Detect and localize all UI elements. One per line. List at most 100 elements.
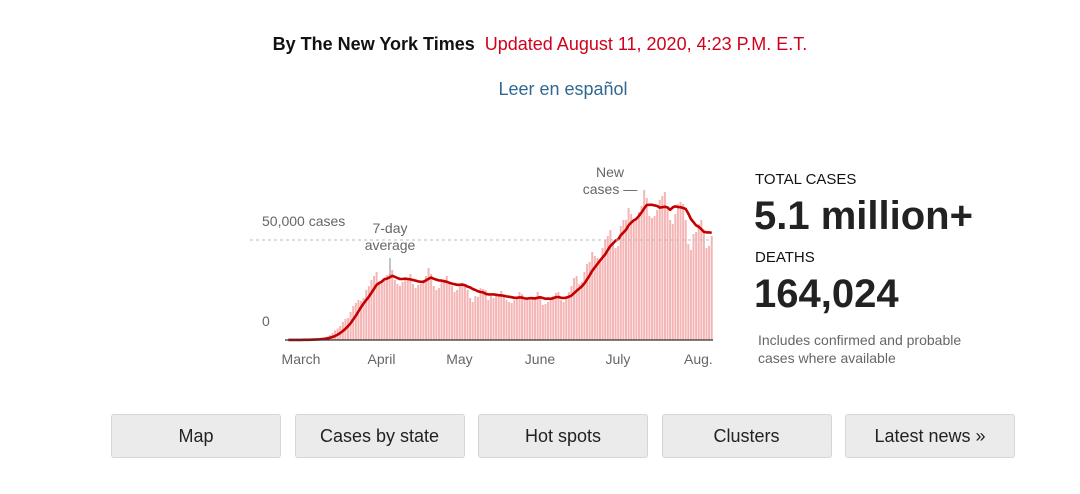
bar — [708, 246, 711, 340]
bar — [658, 200, 661, 340]
bar — [373, 276, 376, 340]
bar — [484, 290, 487, 340]
bar — [676, 204, 679, 340]
bar — [562, 302, 565, 340]
bar — [489, 296, 492, 340]
bar — [710, 236, 713, 340]
average-line — [288, 203, 712, 342]
bar — [705, 248, 708, 340]
nav-button[interactable]: Map — [111, 414, 281, 458]
bar — [599, 260, 602, 340]
x-tick-label: March — [282, 351, 321, 367]
bar — [396, 284, 399, 340]
bar — [604, 240, 607, 340]
bar — [357, 300, 360, 340]
bar — [544, 304, 547, 340]
bar — [689, 250, 692, 340]
bar — [448, 282, 451, 340]
bar — [393, 280, 396, 340]
bar — [650, 218, 653, 340]
bar — [624, 220, 627, 340]
bar — [469, 298, 472, 340]
average-annotation: 7-day average — [364, 220, 416, 253]
bar — [435, 290, 438, 340]
bar — [458, 286, 461, 340]
bar — [515, 297, 518, 340]
bar — [354, 303, 357, 340]
bar — [443, 280, 446, 340]
bar — [653, 216, 656, 340]
bar — [671, 224, 674, 340]
bar — [643, 190, 646, 340]
bar — [557, 292, 560, 340]
bar — [479, 288, 482, 340]
bar — [614, 248, 617, 340]
bar — [601, 248, 604, 340]
bar — [682, 204, 685, 340]
bar — [492, 298, 495, 340]
nav-button[interactable]: Hot spots — [478, 414, 648, 458]
x-tick-label: July — [605, 351, 630, 367]
bar — [352, 306, 355, 340]
bar — [349, 312, 352, 340]
bar — [430, 274, 433, 340]
bar — [360, 301, 363, 340]
bar — [627, 208, 630, 340]
x-tick-label: June — [525, 351, 556, 367]
bar — [702, 232, 705, 340]
bar — [565, 297, 568, 340]
bar — [502, 296, 505, 340]
bar — [697, 224, 700, 340]
nav-button[interactable]: Clusters — [661, 414, 832, 458]
bar — [580, 282, 583, 340]
bar — [453, 292, 456, 340]
bar — [617, 246, 620, 340]
bar — [606, 236, 609, 340]
y-tick-label: 0 — [262, 313, 270, 329]
bar — [526, 298, 529, 340]
bar — [640, 206, 643, 340]
bar — [531, 297, 534, 340]
bar — [518, 292, 521, 340]
bar — [560, 300, 563, 340]
bar — [437, 288, 440, 340]
bar — [388, 274, 391, 340]
bar — [591, 252, 594, 340]
language-link[interactable]: Leer en español — [498, 79, 628, 99]
bar — [573, 278, 576, 340]
bar — [406, 278, 409, 340]
bar — [471, 302, 474, 340]
bar — [476, 297, 479, 340]
bar — [419, 284, 422, 340]
bar — [593, 256, 596, 340]
bar — [500, 291, 503, 340]
bar — [687, 244, 690, 340]
bar — [539, 296, 542, 340]
nav-button[interactable]: Latest news » — [845, 414, 1015, 458]
byline: By The New York Times — [272, 34, 475, 54]
bar — [588, 262, 591, 340]
bar — [596, 258, 599, 340]
bar — [632, 222, 635, 340]
nav-button[interactable]: Cases by state — [294, 414, 465, 458]
bar — [487, 300, 490, 340]
bar — [378, 282, 381, 340]
bar — [570, 286, 573, 340]
bar — [474, 296, 477, 340]
bar — [404, 279, 407, 340]
bar — [575, 276, 578, 340]
total-cases-value: 5.1 million+ — [754, 194, 973, 238]
bar — [432, 286, 435, 340]
bar — [666, 208, 669, 340]
bar — [508, 302, 511, 340]
bar — [534, 298, 537, 340]
bar — [422, 280, 425, 340]
bar — [445, 276, 448, 340]
bar — [684, 220, 687, 340]
bar — [656, 210, 659, 340]
bar — [661, 196, 664, 340]
x-tick-label: May — [446, 351, 472, 367]
bar — [505, 300, 508, 340]
bar — [536, 292, 539, 340]
